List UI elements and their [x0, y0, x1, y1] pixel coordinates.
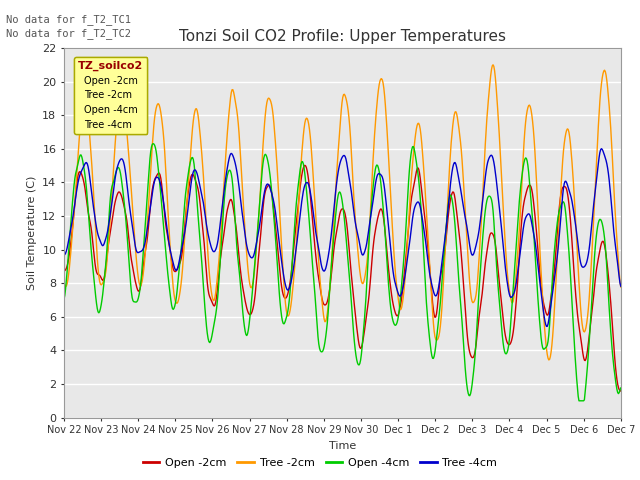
Tree -2cm [127, 188, 135, 194]
Open -2cm [617, 388, 625, 394]
Legend: Open -2cm, Tree -2cm, Open -4cm, Tree -4cm: Open -2cm, Tree -2cm, Open -4cm, Tree -4… [138, 453, 502, 472]
Open -4cm [411, 149, 419, 155]
Line: Open -4cm: Open -4cm [64, 144, 621, 401]
Tree -2cm [617, 284, 625, 290]
Open -2cm [184, 192, 192, 197]
Tree -4cm [60, 252, 68, 258]
Open -4cm [127, 289, 135, 295]
Legend: Open -2cm, Tree -2cm, Open -4cm, Tree -4cm: Open -2cm, Tree -2cm, Open -4cm, Tree -4… [74, 57, 147, 134]
Open -4cm [70, 182, 78, 188]
Tree -4cm [184, 206, 192, 212]
Open -4cm [617, 385, 625, 391]
Open -2cm [411, 178, 419, 183]
Open -4cm [214, 289, 222, 295]
Open -4cm [428, 348, 435, 354]
Open -4cm [60, 296, 68, 302]
Tree -4cm [617, 283, 625, 289]
Tree -4cm [70, 206, 78, 212]
Open -2cm [70, 209, 78, 215]
Y-axis label: Soil Temperature (C): Soil Temperature (C) [26, 176, 36, 290]
Line: Open -2cm: Open -2cm [64, 165, 621, 391]
Open -2cm [60, 268, 68, 274]
Open -4cm [185, 168, 193, 174]
Open -2cm [428, 283, 435, 288]
Tree -2cm [489, 62, 497, 68]
Tree -4cm [214, 241, 221, 247]
Tree -4cm [426, 275, 434, 280]
Tree -2cm [214, 275, 221, 281]
Tree -2cm [70, 209, 78, 215]
Tree -2cm [545, 357, 552, 363]
Open -2cm [127, 257, 135, 263]
Tree -4cm [127, 216, 135, 222]
Open -4cm [149, 141, 157, 146]
Tree -4cm [410, 207, 418, 213]
X-axis label: Time: Time [329, 441, 356, 451]
Tree -2cm [426, 272, 434, 278]
Title: Tonzi Soil CO2 Profile: Upper Temperatures: Tonzi Soil CO2 Profile: Upper Temperatur… [179, 29, 506, 44]
Tree -4cm [543, 324, 550, 329]
Open -2cm [301, 162, 308, 168]
Line: Tree -4cm: Tree -4cm [64, 149, 621, 326]
Tree -2cm [184, 187, 192, 192]
Tree -4cm [598, 146, 605, 152]
Text: No data for f_T2_TC1: No data for f_T2_TC1 [6, 13, 131, 24]
Text: No data for f_T2_TC2: No data for f_T2_TC2 [6, 28, 131, 39]
Tree -2cm [60, 280, 68, 286]
Line: Tree -2cm: Tree -2cm [64, 65, 621, 360]
Tree -2cm [410, 145, 418, 151]
Open -4cm [575, 398, 583, 404]
Open -2cm [214, 287, 221, 293]
